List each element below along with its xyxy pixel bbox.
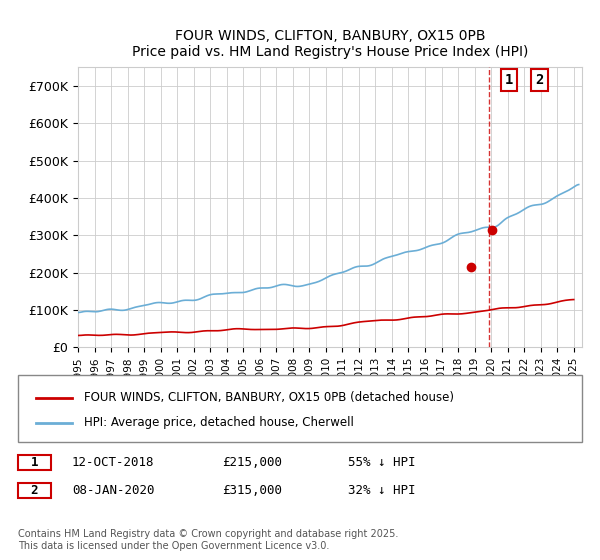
Text: 12-OCT-2018: 12-OCT-2018 (72, 456, 155, 469)
Text: 55% ↓ HPI: 55% ↓ HPI (348, 456, 415, 469)
Text: £215,000: £215,000 (222, 456, 282, 469)
Text: 2: 2 (535, 73, 544, 87)
Text: Contains HM Land Registry data © Crown copyright and database right 2025.
This d: Contains HM Land Registry data © Crown c… (18, 529, 398, 551)
Text: 32% ↓ HPI: 32% ↓ HPI (348, 484, 415, 497)
Text: 1: 1 (505, 73, 513, 87)
Text: FOUR WINDS, CLIFTON, BANBURY, OX15 0PB (detached house): FOUR WINDS, CLIFTON, BANBURY, OX15 0PB (… (84, 391, 454, 404)
Title: FOUR WINDS, CLIFTON, BANBURY, OX15 0PB
Price paid vs. HM Land Registry's House P: FOUR WINDS, CLIFTON, BANBURY, OX15 0PB P… (132, 29, 528, 59)
Text: 1: 1 (31, 456, 38, 469)
Text: 2: 2 (31, 484, 38, 497)
Text: 08-JAN-2020: 08-JAN-2020 (72, 484, 155, 497)
Text: HPI: Average price, detached house, Cherwell: HPI: Average price, detached house, Cher… (84, 416, 354, 430)
Text: £315,000: £315,000 (222, 484, 282, 497)
